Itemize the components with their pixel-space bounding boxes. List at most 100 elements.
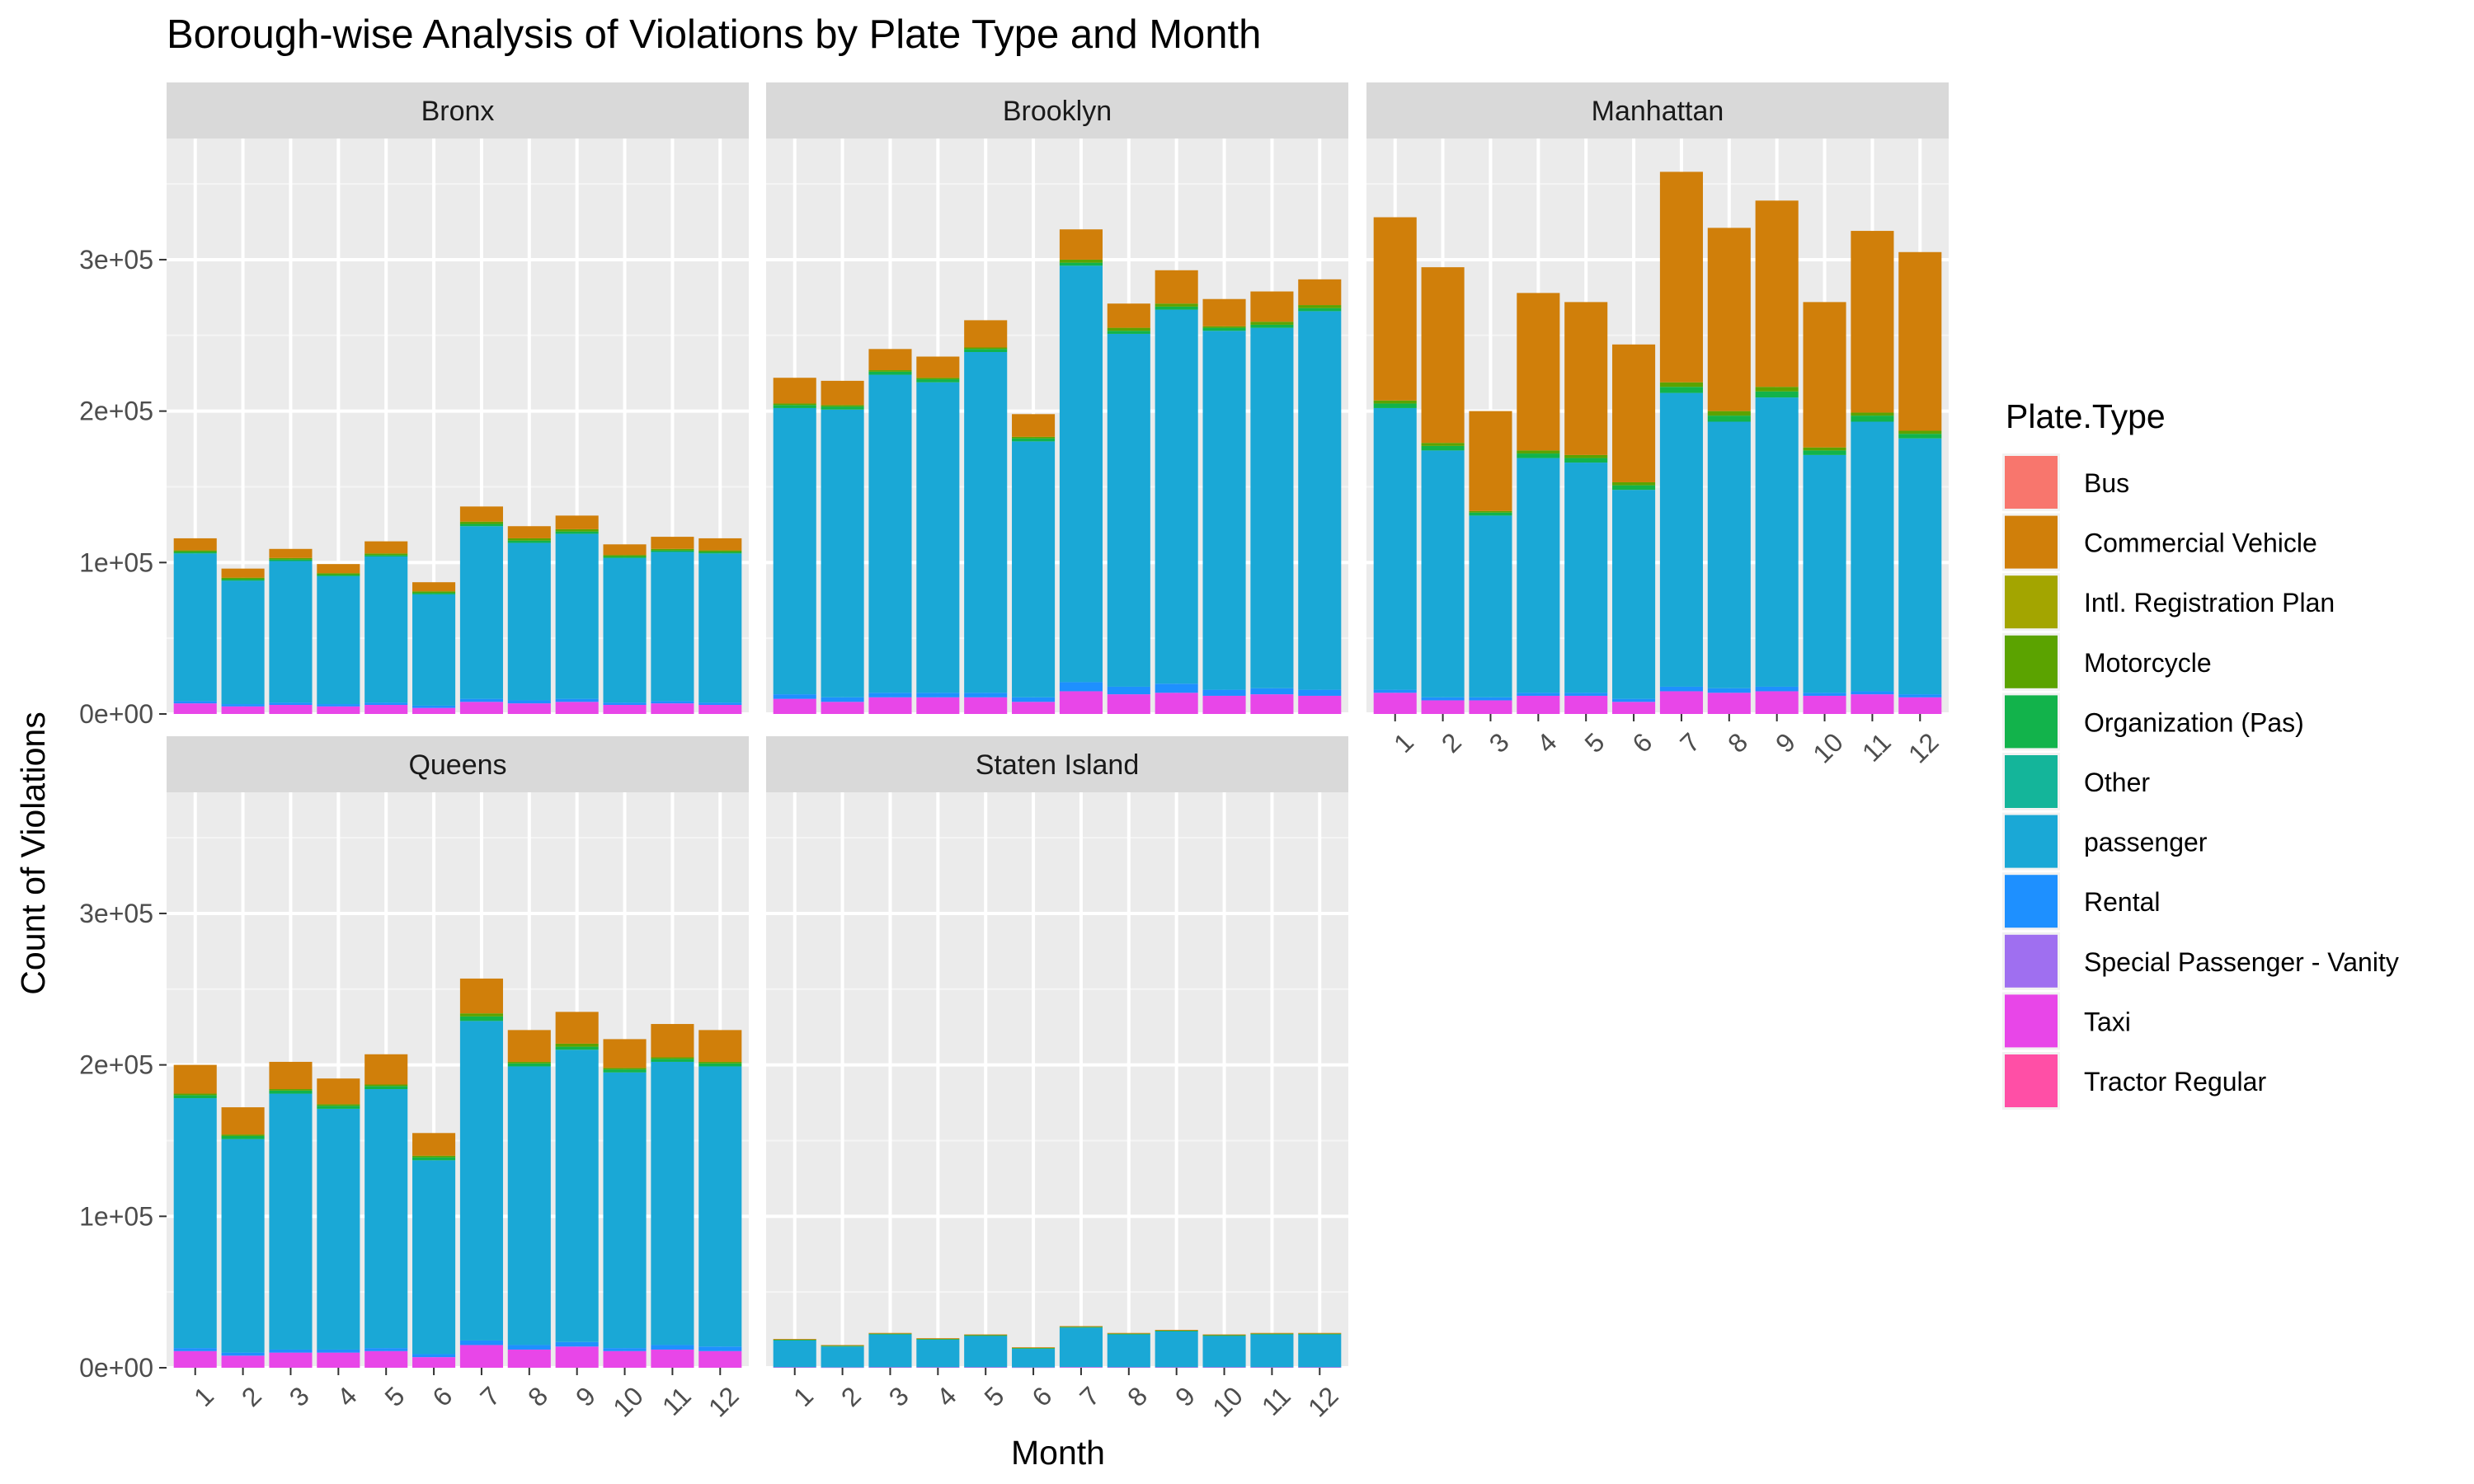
bar-segment-organization-pas	[1659, 387, 1703, 393]
bar-segment-passenger	[173, 553, 217, 702]
bar-segment-organization-pas	[651, 1059, 694, 1062]
bar-segment-motorcycle	[651, 548, 694, 551]
strip-background	[167, 736, 749, 792]
bar-segment-rental	[1612, 698, 1656, 702]
bar-segment-passenger	[1421, 450, 1465, 697]
bar-segment-commercial-vehicle	[459, 978, 503, 1014]
bar-segment-motorcycle	[916, 378, 960, 380]
bar-segment-commercial-vehicle	[964, 320, 1008, 348]
y-tick-label: 2e+05	[79, 397, 153, 426]
bar-segment-motorcycle	[603, 555, 647, 556]
bar-segment-organization-pas	[916, 1339, 960, 1341]
y-tick-label: 1e+05	[79, 1201, 153, 1231]
bar-segment-organization-pas	[1898, 434, 1942, 439]
bar-segment-taxi	[1803, 695, 1846, 714]
bar-segment-commercial-vehicle	[317, 564, 360, 574]
bar-segment-commercial-vehicle	[916, 1338, 960, 1340]
bar-segment-organization-pas	[221, 579, 265, 581]
bar-segment-motorcycle	[1107, 327, 1150, 331]
bar-segment-rental	[221, 1352, 265, 1356]
facet-panels: Bronx 0e+00 1e+05 2e+05 3e+05 Brooklyn Manhatt…	[79, 82, 1949, 1423]
bar-segment-organization-pas	[1564, 458, 1608, 463]
bar-segment-taxi	[773, 698, 816, 714]
bar-segment-passenger	[1564, 463, 1608, 693]
strip-label: Manhattan	[1592, 96, 1724, 127]
bar-segment-organization-pas	[773, 405, 816, 408]
bar-segment-rental	[365, 1348, 408, 1351]
bar-segment-organization-pas	[412, 593, 456, 594]
bar-segment-passenger	[365, 1089, 408, 1349]
bar-segment-organization-pas	[412, 1157, 456, 1161]
bar-segment-motorcycle	[269, 557, 313, 560]
bar-segment-commercial-vehicle	[1250, 291, 1294, 322]
legend-label: Motorcycle	[2084, 648, 2212, 678]
bar-segment-taxi	[507, 703, 551, 714]
bar-segment-taxi	[1012, 1367, 1056, 1369]
bar-segment-motorcycle	[698, 550, 742, 552]
legend-swatch	[2005, 994, 2058, 1048]
x-tick-label: 11	[1856, 727, 1897, 768]
bar-segment-rental	[1155, 683, 1198, 693]
bar-segment-taxi	[507, 1349, 551, 1368]
bar-segment-passenger	[916, 382, 960, 693]
x-tick-label: 12	[703, 1381, 745, 1423]
bar-segment-passenger	[317, 1108, 360, 1350]
bar-segment-motorcycle	[412, 1155, 456, 1158]
bar-segment-commercial-vehicle	[412, 582, 456, 592]
bar-segment-taxi	[1564, 695, 1608, 714]
bar-segment-passenger	[1107, 1334, 1150, 1368]
bar-segment-commercial-vehicle	[1012, 1347, 1056, 1349]
x-tick-label: 4	[332, 1381, 363, 1412]
bar-segment-taxi	[317, 1352, 360, 1368]
bar-segment-rental	[1107, 686, 1150, 695]
bar-segment-motorcycle	[317, 1104, 360, 1106]
x-tick-label: 6	[1026, 1381, 1057, 1412]
bar-segment-organization-pas	[773, 1340, 816, 1341]
x-tick-label: 8	[1722, 727, 1753, 758]
bar-segment-commercial-vehicle	[1517, 293, 1560, 451]
bar-segment-motorcycle	[1202, 326, 1246, 328]
strip-label: Brooklyn	[1003, 96, 1112, 127]
x-tick-label: 9	[1169, 1381, 1201, 1412]
bar-segment-taxi	[651, 703, 694, 714]
bar-segment-passenger	[507, 542, 551, 701]
bar-segment-commercial-vehicle	[1421, 267, 1465, 444]
bar-segment-taxi	[1298, 695, 1342, 714]
bar-segment-commercial-vehicle	[651, 537, 694, 549]
legend-label: Taxi	[2084, 1007, 2131, 1036]
bar-segment-commercial-vehicle	[507, 526, 551, 538]
bar-segment-passenger	[1298, 1334, 1342, 1368]
bar-segment-passenger	[1059, 1327, 1103, 1368]
bar-segment-organization-pas	[1107, 331, 1150, 334]
x-tick-label: 2	[236, 1381, 267, 1412]
x-tick-label: 1	[1388, 727, 1419, 758]
bar-segment-passenger	[698, 553, 742, 703]
bar-segment-passenger	[1250, 1334, 1294, 1368]
bar-segment-commercial-vehicle	[1298, 1332, 1342, 1334]
bar-segment-organization-pas	[916, 379, 960, 383]
legend-swatch	[2005, 456, 2058, 509]
bar-segment-commercial-vehicle	[821, 380, 864, 406]
bar-segment-taxi	[1469, 700, 1512, 714]
bar-segment-rental	[868, 693, 912, 697]
bar-segment-commercial-vehicle	[1803, 302, 1846, 448]
bar-segment-taxi	[1421, 700, 1465, 714]
y-tick-label: 2e+05	[79, 1050, 153, 1080]
x-tick-label: 11	[656, 1381, 697, 1421]
panel-bronx: Bronx 0e+00 1e+05 2e+05 3e+05	[79, 82, 749, 729]
bar-segment-taxi	[1373, 693, 1417, 714]
bar-segment-taxi	[1898, 697, 1942, 714]
bar-segment-passenger	[964, 1336, 1008, 1368]
bar-segment-commercial-vehicle	[964, 1334, 1008, 1336]
bar-segment-passenger	[269, 1093, 313, 1350]
bar-segment-taxi	[1059, 1367, 1103, 1368]
legend-item-special-passenger-vanity: Special Passenger - Vanity	[2002, 932, 2399, 990]
bar-segment-commercial-vehicle	[317, 1078, 360, 1105]
bar-segment-commercial-vehicle	[1012, 414, 1056, 437]
bar-segment-motorcycle	[1012, 436, 1056, 439]
legend-swatch	[2005, 934, 2058, 988]
bar-segment-organization-pas	[603, 1069, 647, 1073]
bar-segment-rental	[173, 1348, 217, 1351]
bar-segment-commercial-vehicle	[365, 1054, 408, 1085]
bar-segment-motorcycle	[1421, 443, 1465, 446]
